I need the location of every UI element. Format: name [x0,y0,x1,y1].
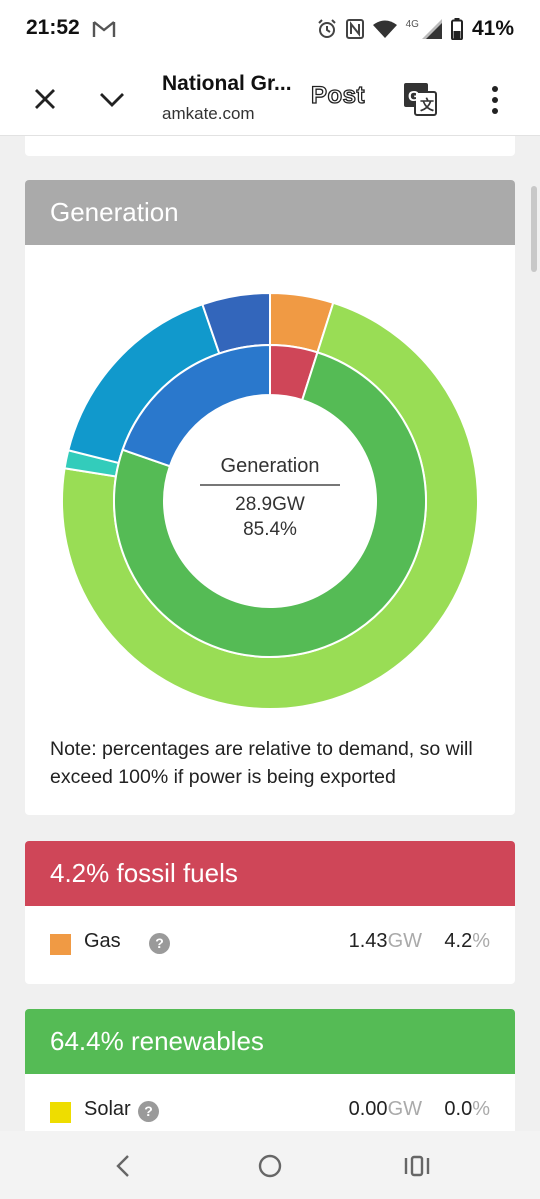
gas-label: Gas [84,930,121,952]
wifi-icon [372,20,397,38]
network-type: 4G [405,18,419,30]
solar-gw-unit: GW [387,1098,422,1120]
generation-note: Note: percentages are relative to demand… [50,738,473,788]
svg-text:文: 文 [420,97,435,113]
fossil-fuels-header[interactable]: 4.2% fossil fuels [25,841,515,906]
inner-ring-slice-2[interactable] [121,343,271,468]
source-row-solar: Solar ? 0.00GW 0.0% [25,1074,515,1149]
battery-percent: 41% [471,17,514,40]
status-bar: 21:52 4G 41% [0,0,540,62]
chevron-down-icon[interactable] [96,84,128,114]
status-time: 21:52 [26,16,80,39]
donut-center: Generation 28.9GW 85.4% [200,455,340,541]
recent-apps-icon[interactable] [403,1153,431,1179]
battery-icon [450,18,463,40]
custom-tab-toolbar: National Gr... amkate.com Post G 文 [0,62,540,136]
renewables-header[interactable]: 64.4% renewables [25,1009,515,1074]
more-vert-icon[interactable] [485,82,505,118]
inner-ring-slice-1[interactable] [113,351,427,658]
generation-donut-chart [61,291,479,710]
solar-percent-value: 0.0 [444,1098,473,1120]
close-icon[interactable] [30,84,60,114]
gas-swatch [50,934,71,955]
solar-percent-unit: % [472,1098,490,1120]
donut-center-value: 28.9GW [235,494,305,515]
help-icon[interactable]: ? [149,933,170,954]
status-icons: 4G 41% [317,14,514,44]
solar-swatch [50,1102,71,1123]
solar-gw-value: 0.00 [348,1098,388,1120]
signal-icon [421,19,442,39]
solar-label: Solar [84,1098,131,1120]
generation-header: Generation [25,180,515,245]
gmail-icon [92,21,116,37]
gas-percent: 4.2% [444,930,490,953]
back-icon[interactable] [113,1153,133,1179]
post-button[interactable]: Post [310,81,366,109]
scrollbar-thumb[interactable] [531,186,537,272]
system-nav-bar [0,1131,540,1199]
alarm-icon [317,19,336,38]
page-url: amkate.com [162,104,255,123]
gas-percent-unit: % [472,930,490,952]
nfc-icon [345,19,364,39]
page-title: National Gr... [162,72,292,95]
generation-card: Generation Generation 28.9GW 85.4% Note:… [25,180,515,815]
donut-center-label: Generation [200,455,340,486]
home-icon[interactable] [257,1153,283,1179]
gas-gw: 1.43GW [349,930,422,953]
gas-gw-unit: GW [387,930,422,952]
source-row-gas: Gas ? 1.43GW 4.2% [25,906,515,984]
previous-card-bottom [25,136,515,156]
donut-center-percent: 85.4% [243,519,297,540]
solar-gw: 0.00GW [349,1098,422,1121]
svg-text:G: G [408,88,420,105]
gas-percent-value: 4.2 [444,930,473,952]
fossil-fuels-card: 4.2% fossil fuels Gas ? 1.43GW 4.2% [25,841,515,984]
renewables-card: 64.4% renewables Solar ? 0.00GW 0.0% [25,1009,515,1149]
gas-gw-value: 1.43 [348,930,388,952]
translate-icon[interactable]: G 文 [403,82,437,116]
help-icon[interactable]: ? [138,1101,159,1122]
solar-percent: 0.0% [444,1098,490,1121]
